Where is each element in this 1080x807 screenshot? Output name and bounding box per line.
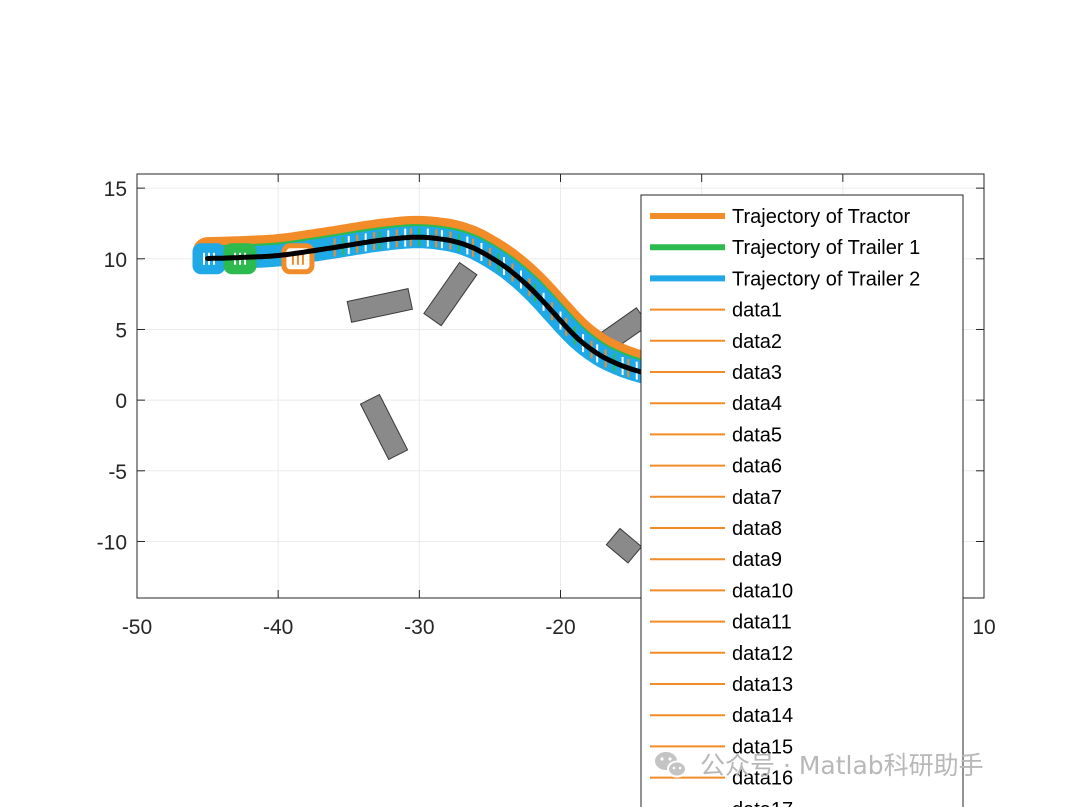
legend-entry-label: data11 <box>732 612 792 634</box>
plot-area <box>192 215 717 564</box>
legend[interactable]: Trajectory of Tractor Trajectory of Trail… <box>640 194 964 807</box>
legend-entry-label: Trajectory of Trailer 1 <box>732 237 920 259</box>
legend-entry-label: data13 <box>732 674 793 696</box>
legend-entry-label: data15 <box>732 736 793 758</box>
legend-entry-label: data3 <box>732 362 782 384</box>
obstacle <box>423 261 478 327</box>
legend-entry-label: data1 <box>732 300 782 322</box>
legend-entry-label: data17 <box>732 799 793 807</box>
y-tick-label: 10 <box>104 249 127 272</box>
x-tick-label: -20 <box>545 616 575 639</box>
watermark-text: 公众号 · Matlab科研助手 <box>700 751 984 780</box>
legend-entry-label: data16 <box>732 768 793 790</box>
legend-entry-label: Trajectory of Trailer 2 <box>732 268 920 290</box>
wechat-icon <box>655 752 687 778</box>
x-tick-label: -40 <box>263 616 293 639</box>
legend-entry-label: data14 <box>732 705 793 727</box>
x-tick-label: -30 <box>404 616 434 639</box>
legend-entry-label: data5 <box>732 424 782 446</box>
y-tick-label: -5 <box>108 461 127 484</box>
legend-entry-label: data6 <box>732 456 782 478</box>
legend-entry-label: data12 <box>732 643 793 665</box>
obstacle <box>346 288 413 323</box>
x-tick-label: -50 <box>122 616 152 639</box>
legend-entry-label: data8 <box>732 518 782 540</box>
x-tick-label: 10 <box>972 616 995 639</box>
y-tick-label: 0 <box>115 390 127 413</box>
legend-box <box>640 194 964 807</box>
legend-entry-label: data9 <box>732 549 782 571</box>
legend-entry-label: data7 <box>732 487 782 509</box>
obstacle <box>359 393 409 461</box>
legend-entry-label: data2 <box>732 331 782 353</box>
watermark: 公众号 · Matlab科研助手 <box>655 751 984 780</box>
y-tick-label: -10 <box>97 531 127 554</box>
axis-ticks: -50-40-30-20-10010151050-5-10 <box>97 174 996 639</box>
y-tick-label: 15 <box>104 178 127 201</box>
reference-path-line <box>205 234 705 387</box>
legend-entry-label: Trajectory of Tractor <box>732 206 911 228</box>
legend-entry-label: data10 <box>732 580 793 602</box>
legend-entry-label: data4 <box>732 393 782 415</box>
y-tick-label: 5 <box>115 319 127 342</box>
